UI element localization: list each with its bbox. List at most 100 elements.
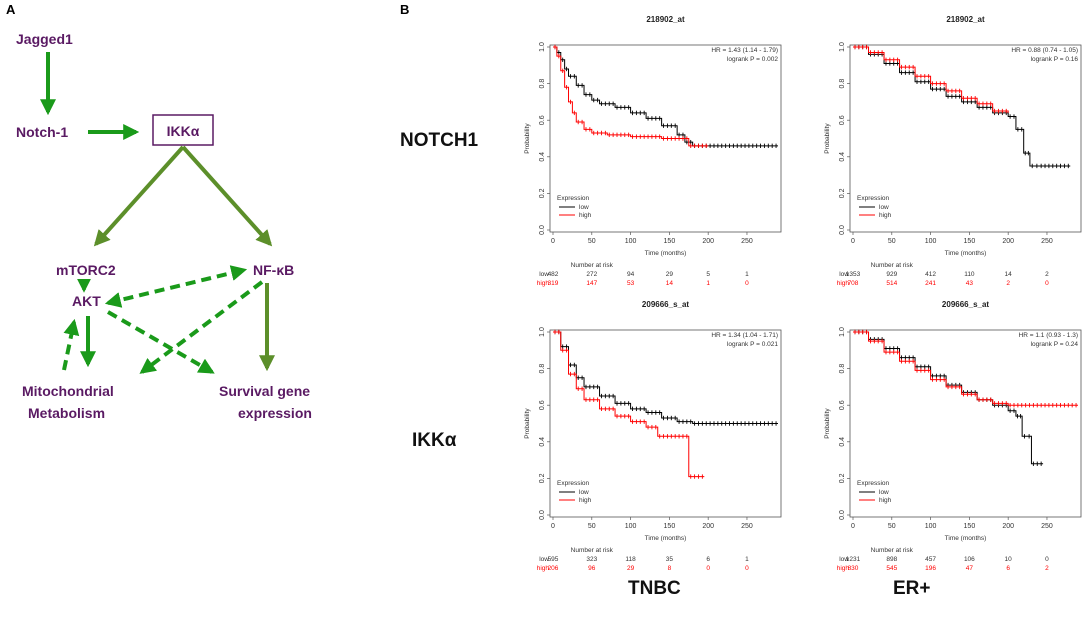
km-logrank-text: logrank P = 0.16 (1031, 56, 1079, 63)
km-plot-notch1-er: 218902_at HR = 0.88 (0.74 - 1.05) logrank … (824, 15, 1082, 287)
km-title: 209666_s_at (642, 300, 689, 309)
km-curve-low (853, 331, 1044, 465)
km-risk-row-label-low: low (839, 271, 849, 278)
km-ylabel: Probability (824, 123, 831, 154)
km-risk-high-value: 0 (745, 280, 749, 287)
panel-a-label: A (6, 2, 16, 17)
km-risk-low-value: 482 (548, 271, 559, 278)
km-xtick-label: 50 (888, 523, 896, 530)
km-legend-high: high (879, 212, 892, 219)
km-legend-low: low (579, 489, 589, 496)
km-risk-high-value: 147 (586, 280, 597, 287)
panel-b-label: B (400, 2, 409, 17)
km-xtick-label: 250 (741, 523, 753, 530)
km-risk-high-value: 53 (627, 280, 635, 287)
km-xlabel: Time (months) (945, 535, 987, 542)
km-risk-row-label-low: low (839, 556, 849, 563)
km-risk-low-value: 14 (1005, 271, 1013, 278)
km-ytick-label: 1.0 (539, 42, 546, 52)
km-curve-high (553, 331, 705, 478)
km-risk-title: Number at risk (871, 547, 914, 554)
km-xtick-label: 250 (1041, 523, 1053, 530)
km-ytick-label: 0.8 (839, 79, 846, 89)
km-legend-low: low (879, 489, 889, 496)
km-risk-title: Number at risk (571, 547, 614, 554)
km-title: 218902_at (646, 15, 685, 24)
node-surv-line1: Survival gene (219, 383, 310, 399)
km-ytick-label: 0.6 (839, 400, 846, 410)
arrow-nfkb-mito-dashed (139, 280, 264, 374)
km-xtick-label: 250 (1041, 238, 1053, 245)
km-risk-row-label-low: low (539, 556, 549, 563)
km-xtick-label: 0 (851, 238, 855, 245)
km-ylabel: Probability (524, 408, 531, 439)
km-title: 209666_s_at (942, 300, 989, 309)
km-risk-low-value: 1 (745, 271, 749, 278)
km-legend-title: Expression (557, 195, 590, 202)
km-risk-high-value: 196 (925, 565, 936, 572)
node-ikka: IKKα (167, 123, 200, 139)
col-label-er: ER+ (893, 578, 931, 599)
km-hr-text: HR = 1.1 (0.93 - 1.3) (1019, 332, 1078, 339)
km-risk-low-value: 323 (586, 556, 597, 563)
km-curve-high (553, 46, 709, 147)
km-xlabel: Time (months) (645, 250, 687, 257)
km-risk-high-value: 2 (1045, 565, 1049, 572)
km-risk-low-value: 412 (925, 271, 936, 278)
km-ytick-label: 1.0 (539, 327, 546, 337)
km-risk-low-value: 29 (666, 271, 674, 278)
km-risk-high-value: 29 (627, 565, 635, 572)
km-hr-text: HR = 1.43 (1.14 - 1.79) (711, 47, 778, 54)
km-xtick-label: 0 (551, 523, 555, 530)
km-risk-high-value: 514 (886, 280, 897, 287)
km-plot-ikka-tnbc: 209666_s_at HR = 1.34 (1.04 - 1.71) logran… (524, 300, 782, 572)
km-risk-high-value: 0 (706, 565, 710, 572)
km-curve-high (853, 46, 1009, 113)
node-jagged1: Jagged1 (16, 31, 73, 47)
km-ytick-label: 0.4 (839, 152, 846, 162)
km-risk-row-label-high: high (837, 565, 850, 572)
node-mito-line2: Metabolism (28, 405, 105, 421)
km-plot-ikka-er: 209666_s_at HR = 1.1 (0.93 - 1.3) logrank … (824, 300, 1082, 572)
km-risk-high-value: 241 (925, 280, 936, 287)
km-xlabel: Time (months) (645, 535, 687, 542)
km-hr-text: HR = 1.34 (1.04 - 1.71) (711, 332, 778, 339)
arrow-ikka-mtorc2 (93, 145, 185, 247)
km-ytick-label: 0.6 (539, 115, 546, 125)
km-xtick-label: 0 (851, 523, 855, 530)
km-risk-low-value: 272 (586, 271, 597, 278)
km-ytick-label: 0.2 (539, 188, 546, 198)
panel-a: A Jagged1 Notch-1 IKKα mTORC2 NF-κB AKT … (6, 2, 312, 421)
km-ytick-label: 0.4 (839, 437, 846, 447)
km-xtick-label: 150 (964, 238, 976, 245)
km-risk-high-value: 96 (588, 565, 596, 572)
km-ylabel: Probability (524, 123, 531, 154)
km-risk-high-value: 14 (666, 280, 674, 287)
row-label-notch1: NOTCH1 (400, 130, 479, 151)
km-logrank-text: logrank P = 0.021 (727, 341, 778, 348)
km-ytick-label: 1.0 (839, 327, 846, 337)
km-xtick-label: 100 (625, 523, 637, 530)
km-xtick-label: 150 (664, 238, 676, 245)
node-mtorc2: mTORC2 (56, 262, 116, 278)
panel-b: B NOTCH1 IKKα TNBC ER+ 218902_at HR = 1.4… (400, 2, 1082, 599)
km-xtick-label: 200 (702, 238, 714, 245)
km-risk-high-value: 6 (1006, 565, 1010, 572)
km-risk-high-value: 1 (706, 280, 710, 287)
km-ytick-label: 0.0 (839, 225, 846, 235)
km-logrank-text: logrank P = 0.24 (1031, 341, 1079, 348)
km-xtick-label: 150 (664, 523, 676, 530)
km-risk-low-value: 106 (964, 556, 975, 563)
km-xtick-label: 200 (702, 523, 714, 530)
km-risk-low-value: 118 (625, 556, 636, 563)
km-risk-title: Number at risk (571, 262, 614, 269)
km-risk-low-value: 1 (745, 556, 749, 563)
km-ytick-label: 0.8 (539, 364, 546, 374)
km-legend-low: low (879, 204, 889, 211)
km-risk-high-value: 0 (745, 565, 749, 572)
km-risk-low-value: 1353 (846, 271, 861, 278)
ikka-box (152, 114, 214, 146)
col-label-tnbc: TNBC (628, 578, 681, 599)
arrow-mito-akt-dashed (62, 318, 80, 371)
km-ytick-label: 0.8 (839, 364, 846, 374)
